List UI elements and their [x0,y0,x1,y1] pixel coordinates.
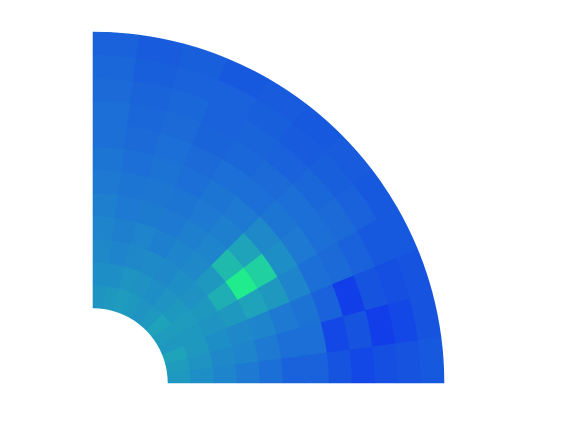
heat-cell [92,169,122,195]
heat-cell [92,192,119,218]
heat-cell [395,339,422,384]
heat-cell [303,351,330,384]
heat-cell [92,261,110,287]
heat-cell [92,100,131,127]
heat-cell [235,360,261,384]
heat-cell [92,123,128,150]
heat-cell [417,336,445,384]
heat-cell [92,54,137,81]
heat-cell [326,348,353,384]
heat-cell [92,77,134,104]
heat-cell [92,146,125,173]
heat-cell [92,238,113,264]
heat-cell [92,31,140,59]
heat-cell [372,342,399,384]
heat-cell [92,215,116,241]
heat-cell [258,357,284,384]
heat-cell [281,354,307,384]
heat-cell [349,345,376,384]
